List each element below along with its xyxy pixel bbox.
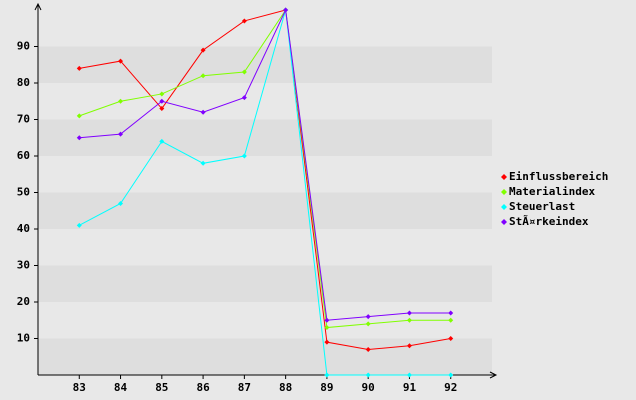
y-arrow [34,2,42,11]
point [159,106,165,112]
y-tick-label: 10 [17,332,30,345]
y-tick-label: 70 [17,113,30,126]
legend-label: Einflussbereich [509,170,608,183]
y-tick-label: 80 [17,76,30,89]
x-tick-label: 86 [196,381,210,394]
series-line [79,9,451,376]
series-line [79,9,451,350]
legend-label: Steuerlast [509,200,575,213]
y-tick-label: 20 [17,295,30,308]
point [406,317,412,323]
point [448,372,454,378]
x-tick-label: 89 [320,381,333,394]
point [118,200,124,206]
x-tick-label: 88 [279,381,292,394]
point [324,317,330,323]
y-tick-label: 40 [17,222,30,235]
point [159,98,165,104]
band [38,192,492,229]
point [406,372,412,378]
point [241,69,247,75]
point [448,317,454,323]
point [406,343,412,349]
x-tick-label: 84 [114,381,128,394]
legend-marker [501,219,507,225]
point [365,372,371,378]
point [365,321,371,327]
y-tick-label: 30 [17,259,30,272]
x-tick-label: 87 [238,381,251,394]
legend-marker [501,204,507,210]
point [200,73,206,79]
legend-marker [501,174,507,180]
x-arrow [489,371,498,379]
series-line [79,8,451,329]
y-tick-label: 50 [17,186,30,199]
legend-label: Materialindex [509,185,595,198]
point [76,65,82,71]
band [38,338,492,375]
band [38,265,492,302]
point [200,160,206,166]
point [200,109,206,115]
point [76,113,82,119]
point [406,310,412,316]
point [283,7,289,13]
x-tick-label: 91 [403,381,417,394]
point [159,138,165,144]
point [118,98,124,104]
point [241,153,247,159]
point [241,18,247,24]
point [448,310,454,316]
y-tick-label: 90 [17,40,30,53]
point [118,58,124,64]
point [200,47,206,53]
point [324,339,330,345]
point [324,325,330,331]
point [76,135,82,141]
point [365,346,371,352]
point [76,222,82,228]
x-tick-label: 92 [444,381,457,394]
series-line [79,8,451,321]
point [448,336,454,341]
point [118,131,124,137]
point [159,91,165,97]
legend-marker [501,189,507,195]
band [38,119,492,156]
point [324,372,330,378]
legend-label: StÃ¤rkeindex [509,215,589,228]
point [365,314,371,320]
x-tick-label: 83 [73,381,86,394]
x-tick-label: 90 [362,381,375,394]
y-tick-label: 60 [17,149,30,162]
point [241,95,247,101]
x-tick-label: 85 [155,381,168,394]
band [38,46,492,83]
